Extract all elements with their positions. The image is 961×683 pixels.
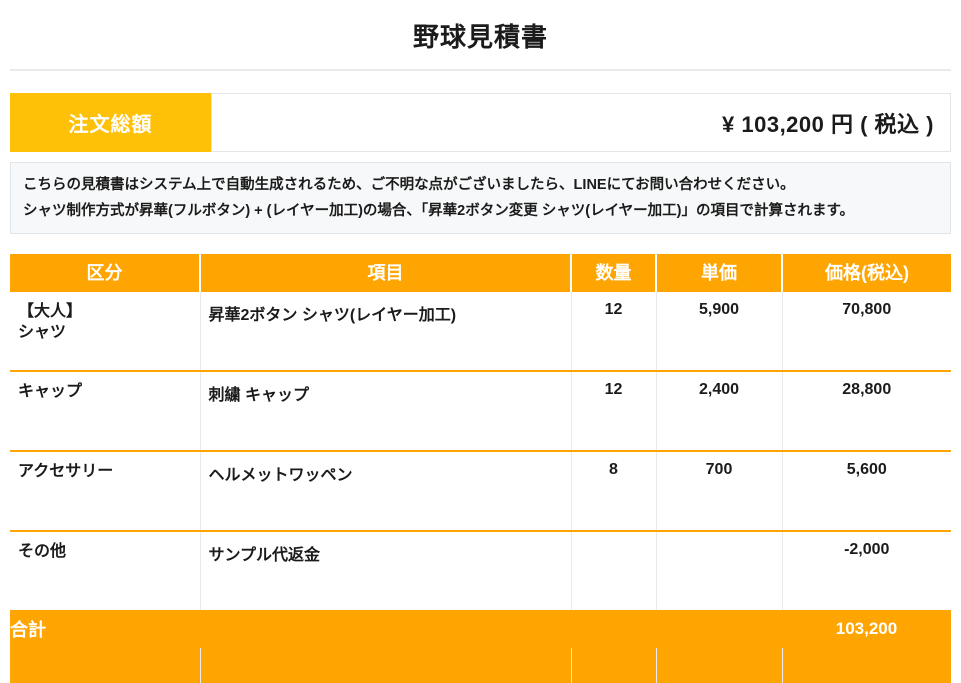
header-quantity: 数量 bbox=[570, 254, 656, 291]
header-item: 項目 bbox=[199, 254, 571, 291]
cell-category: その他 bbox=[10, 530, 200, 611]
cell-quantity: 8 bbox=[570, 450, 656, 531]
order-total-section: 注文総額 ¥ 103,200 円 ( 税込 ) bbox=[10, 93, 951, 152]
cell-price: 70,800 bbox=[781, 290, 951, 371]
table-row: アクセサリー ヘルメットワッペン 8 700 5,600 bbox=[10, 450, 951, 531]
cell-price: -2,000 bbox=[781, 530, 951, 611]
empty-cell bbox=[570, 646, 656, 683]
header-category: 区分 bbox=[10, 254, 200, 291]
cell-unit-price: 5,900 bbox=[655, 290, 782, 371]
total-value: 103,200 bbox=[782, 610, 951, 647]
empty-cell bbox=[781, 646, 951, 683]
cell-category: キャップ bbox=[10, 370, 200, 451]
table-header: 区分 項目 数量 単価 価格(税込) bbox=[10, 254, 951, 291]
empty-cell bbox=[655, 646, 782, 683]
table-row: その他 サンプル代返金 -2,000 bbox=[10, 530, 951, 611]
notice-line: こちらの見積書はシステム上で自動生成されるため、ご不明な点がございましたら、LI… bbox=[23, 177, 795, 193]
title-divider bbox=[10, 69, 951, 71]
cell-price: 28,800 bbox=[781, 370, 951, 451]
cell-item: ヘルメットワッペン bbox=[199, 450, 571, 531]
table-footer: 合計 103,200 bbox=[10, 610, 951, 683]
total-row: 合計 103,200 bbox=[10, 610, 951, 647]
total-label: 合計 bbox=[10, 610, 782, 647]
header-price: 価格(税込) bbox=[781, 254, 951, 291]
clipped-empty-row bbox=[10, 646, 951, 683]
table-row: キャップ 刺繍 キャップ 12 2,400 28,800 bbox=[10, 370, 951, 451]
cell-unit-price bbox=[655, 530, 782, 611]
cell-price: 5,600 bbox=[781, 450, 951, 531]
cell-category: アクセサリー bbox=[10, 450, 200, 531]
page-title: 野球見積書 bbox=[412, 22, 548, 52]
order-total-amount: ¥ 103,200 円 ( 税込 ) bbox=[211, 93, 951, 152]
cell-unit-price: 2,400 bbox=[655, 370, 782, 451]
table-body: 【大人】 シャツ 昇華2ボタン シャツ(レイヤー加工) 12 5,900 70,… bbox=[10, 290, 951, 611]
cell-category: 【大人】 シャツ bbox=[10, 290, 200, 371]
notice-line: シャツ制作方式が昇華(フルボタン) + (レイヤー加工)の場合、「昇華2ボタン変… bbox=[23, 203, 855, 219]
estimate-table: 区分 項目 数量 単価 価格(税込) 【大人】 シャツ 昇華2ボタン シャツ(レ… bbox=[10, 254, 951, 683]
notice-box: こちらの見積書はシステム上で自動生成されるため、ご不明な点がございましたら、LI… bbox=[10, 162, 951, 234]
cell-unit-price: 700 bbox=[655, 450, 782, 531]
cell-quantity: 12 bbox=[570, 290, 656, 371]
header-unit-price: 単価 bbox=[655, 254, 782, 291]
empty-cell bbox=[199, 646, 571, 683]
order-total-label: 注文総額 bbox=[10, 93, 211, 152]
cell-item: 昇華2ボタン シャツ(レイヤー加工) bbox=[199, 290, 571, 371]
cell-item: サンプル代返金 bbox=[199, 530, 571, 611]
cell-quantity bbox=[570, 530, 656, 611]
table-row: 【大人】 シャツ 昇華2ボタン シャツ(レイヤー加工) 12 5,900 70,… bbox=[10, 290, 951, 371]
cell-quantity: 12 bbox=[570, 370, 656, 451]
empty-cell bbox=[10, 646, 200, 683]
cell-item: 刺繍 キャップ bbox=[199, 370, 571, 451]
